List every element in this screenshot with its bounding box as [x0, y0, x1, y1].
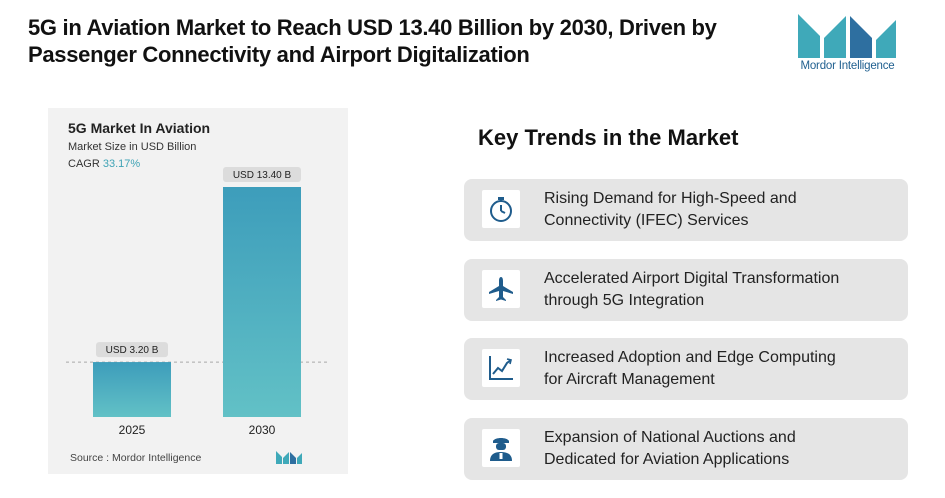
pilot-icon	[490, 438, 512, 461]
bar-2025	[93, 362, 171, 417]
chart-panel: 5G Market In Aviation Market Size in USD…	[48, 108, 348, 474]
data-label-bg	[96, 342, 168, 358]
airplane-icon	[489, 277, 513, 301]
trend-label-line-2: Dedicated for Aviation Applications	[544, 451, 790, 468]
line-chart-icon	[489, 356, 513, 380]
trend-label-line-2: for Aircraft Management	[544, 371, 715, 388]
trend-label-line-2: Connectivity (IFEC) Services	[544, 212, 749, 229]
trend-icon-box	[482, 270, 520, 308]
trend-icon-box	[482, 429, 520, 467]
trend-label: Increased Adoption and Edge Computing fo…	[544, 347, 904, 391]
brand-name: Mordor Intelligence	[800, 60, 895, 72]
trend-card-2: Accelerated Airport Digital Transformati…	[464, 259, 908, 321]
data-label-bg	[223, 167, 301, 182]
x-tick-label: 2025	[119, 423, 146, 437]
chart-source: Source : Mordor Intelligence	[70, 452, 202, 464]
x-tick-label: 2030	[249, 423, 276, 437]
bar-chart: USD 3.20 B 2025 USD 13.40 B 2030	[66, 167, 330, 437]
data-label: USD 13.40 B	[233, 170, 292, 181]
trend-label: Accelerated Airport Digital Transformati…	[544, 268, 904, 312]
trend-card-4: Expansion of National Auctions and Dedic…	[464, 418, 908, 480]
trend-label-line-1: Accelerated Airport Digital Transformati…	[544, 270, 840, 287]
trend-label-line-1: Rising Demand for High-Speed and	[544, 190, 797, 207]
trend-card-1: Rising Demand for High-Speed and Connect…	[464, 179, 908, 241]
cagr-value: 33.17%	[102, 158, 141, 170]
trend-label-line-1: Expansion of National Auctions and	[544, 429, 796, 446]
bar-2030	[223, 187, 301, 417]
trend-label: Rising Demand for High-Speed and Connect…	[544, 188, 904, 232]
chart-cagr: CAGR 33.17%	[68, 158, 140, 170]
source-logo-icon	[276, 451, 302, 464]
brand-logo: Mordor Intelligence	[790, 8, 905, 78]
trend-card-3: Increased Adoption and Edge Computing fo…	[464, 338, 908, 400]
data-label: USD 3.20 B	[106, 345, 159, 356]
chart-title: 5G Market In Aviation	[68, 120, 211, 136]
headline-line-2: Passenger Connectivity and Airport Digit…	[28, 42, 530, 67]
page-headline: 5G in Aviation Market to Reach USD 13.40…	[28, 14, 788, 68]
trends-title: Key Trends in the Market	[478, 125, 739, 150]
stopwatch-icon	[490, 197, 512, 222]
cagr-label: CAGR	[68, 158, 100, 170]
trend-icon-box	[482, 190, 520, 228]
trend-icon-box	[482, 349, 520, 387]
trend-label-line-2: through 5G Integration	[544, 292, 705, 309]
headline-line-1: 5G in Aviation Market to Reach USD 13.40…	[28, 15, 717, 40]
trend-label: Expansion of National Auctions and Dedic…	[544, 427, 904, 471]
mordor-logo-icon	[798, 14, 896, 58]
trend-label-line-1: Increased Adoption and Edge Computing	[544, 349, 836, 366]
chart-subtitle: Market Size in USD Billion	[68, 141, 197, 153]
